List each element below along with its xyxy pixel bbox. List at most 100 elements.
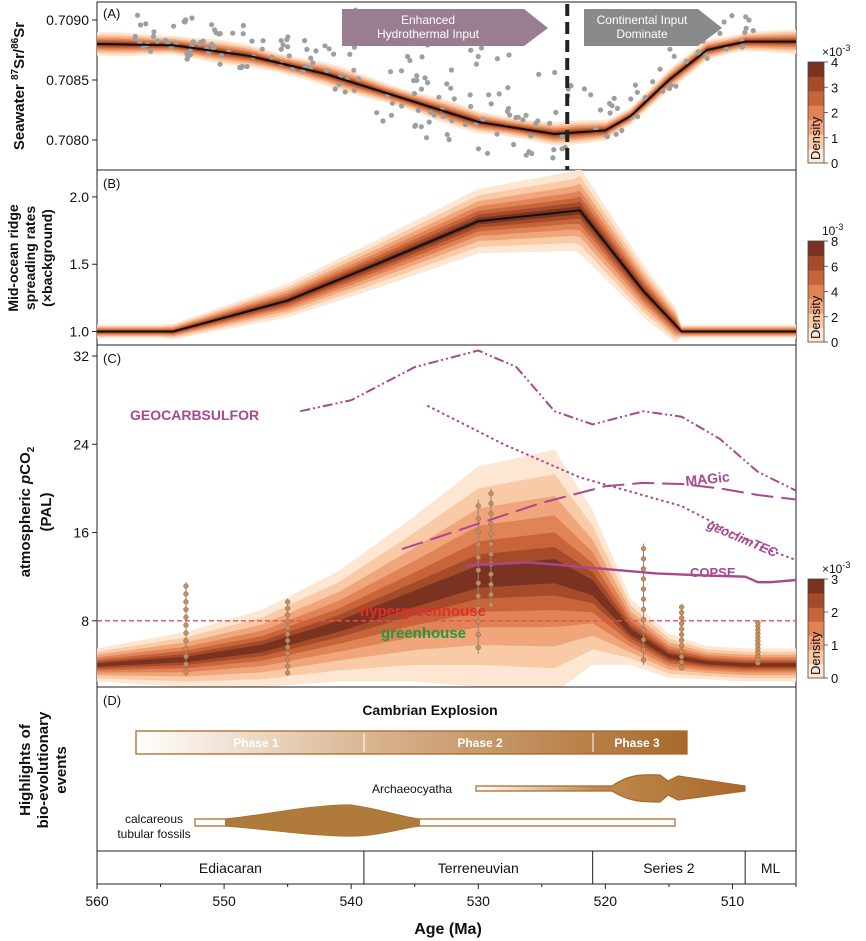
sr-isotope-point: [428, 109, 434, 115]
panel-a-y-tick-label: 0.7085: [46, 72, 89, 88]
proxy-point: [284, 650, 291, 657]
x-tick-label: 540: [340, 893, 364, 909]
stage-bar-frame: [96, 850, 797, 885]
proxy-point: [284, 657, 291, 663]
sr-isotope-point: [260, 38, 266, 44]
proxy-point: [640, 566, 647, 572]
panel-a-mean-curve: [97, 40, 796, 136]
sr-isotope-point: [141, 44, 147, 50]
colorbar-a-swatch: [808, 148, 824, 164]
archaeocyatha-range: [475, 774, 746, 803]
sr-isotope-point: [746, 17, 752, 23]
colorbar-a-exponent-sup: -3: [842, 43, 850, 53]
cambrian-explosion-title: Cambrian Explosion: [362, 702, 497, 718]
panel-b-tag: (B): [103, 176, 120, 191]
sr-isotope-point: [551, 147, 557, 153]
sr-isotope-point: [632, 82, 639, 88]
sr-isotope-point: [411, 91, 417, 97]
sr-isotope-point: [552, 69, 558, 76]
sr-isotope-point: [750, 28, 756, 34]
sr-isotope-point: [217, 61, 223, 67]
colorbar-b-tick-label: 6: [831, 259, 838, 274]
sr-isotope-point: [673, 83, 679, 89]
proxy-point: [488, 531, 494, 537]
proxy-point: [640, 657, 647, 663]
proxy-point: [678, 631, 685, 638]
proxy-point: [488, 490, 494, 497]
cont-label-line2: Dominate: [616, 27, 668, 41]
sr-isotope-point: [723, 46, 730, 52]
sr-isotope-point: [414, 73, 420, 79]
tubular-fossils-range: [225, 805, 420, 836]
sr-isotope-point: [473, 61, 479, 67]
sr-isotope-point: [440, 113, 446, 119]
colorbar-b-tick-label: 8: [831, 234, 838, 249]
cambrian-explosion-bar: [135, 730, 688, 755]
sr-isotope-point: [660, 88, 666, 94]
sr-isotope-point: [486, 92, 492, 98]
sr-isotope-point: [240, 31, 246, 37]
panel-b-ylabel-line2: spreading rates: [22, 206, 38, 310]
sr-isotope-point: [181, 19, 187, 25]
sr-isotope-point: [739, 44, 746, 50]
proxy-point: [284, 637, 291, 644]
sr-isotope-point: [347, 51, 353, 57]
model-curve-magic: [401, 481, 796, 551]
sr-isotope-point: [480, 116, 486, 122]
proxy-point: [284, 631, 291, 637]
x-tick-label: 550: [212, 893, 236, 909]
model-curve-geocarbsulfor: [300, 349, 796, 492]
colorbar-c-swatch: [808, 663, 824, 679]
sr-isotope-point: [423, 135, 430, 141]
sr-isotope-point: [411, 77, 417, 84]
sr-isotope-point: [431, 112, 437, 118]
sr-isotope-point: [657, 66, 663, 72]
sr-isotope-point: [278, 46, 284, 52]
colorbar-a-swatch: [808, 76, 824, 92]
sr-isotope-point: [259, 46, 265, 52]
sr-isotope-point: [405, 53, 411, 60]
colorbar-b: 0 2 4 6 810-3 Density: [807, 222, 843, 350]
sr-isotope-point: [336, 81, 342, 87]
sr-isotope-point: [448, 85, 454, 91]
sr-isotope-point: [424, 80, 431, 86]
hydrothermal-arrow: [342, 9, 548, 46]
sr-isotope-point: [374, 110, 380, 116]
sr-isotope-point: [351, 87, 357, 93]
sr-isotope-point: [132, 35, 138, 41]
proxy-point: [488, 591, 494, 598]
proxy-point: [183, 622, 189, 628]
sr-isotope-point: [342, 89, 348, 95]
proxy-point: [488, 511, 494, 517]
colorbar-a-swatch: [808, 134, 824, 150]
colorbar-b-swatch: [808, 313, 824, 329]
density-layer-4: [97, 190, 796, 336]
sr-isotope-point: [351, 67, 357, 73]
proxy-point: [183, 606, 189, 613]
sr-isotope-point: [535, 118, 541, 124]
colorbar-a-tick-label: 3: [831, 80, 838, 95]
colorbar-c-exponent: ×10-3: [822, 560, 850, 576]
panel-c-tag: (C): [103, 351, 121, 366]
sr-isotope-point: [436, 94, 442, 100]
sr-isotope-point: [478, 45, 485, 51]
sr-isotope-point: [148, 48, 154, 54]
x-axis-label: Age (Ma): [414, 921, 482, 938]
panel-b-density-band: [97, 170, 796, 343]
magic-label: MAGic: [685, 468, 731, 489]
panel-b-mean-curve: [97, 209, 796, 333]
proxy-point: [284, 618, 291, 624]
proxy-point: [475, 541, 481, 548]
colorbar-a-label: Density: [808, 116, 823, 160]
colorbar-c-swatch: [808, 579, 824, 594]
proxy-point: [284, 670, 291, 676]
stage-ediacaran: Ediacaran: [199, 860, 262, 876]
panel-b-y-tick-label: 2.0: [70, 189, 90, 205]
colorbar-b-swatch: [808, 327, 824, 343]
panel-a-y-tick-label: 0.7090: [46, 12, 89, 28]
panel-b: (B) 1.0 1.5 2.0 Mid-ocean ridge spreading …: [5, 169, 797, 346]
cont-label-line1: Continental Input: [597, 13, 688, 27]
sr-isotope-point: [304, 46, 310, 53]
colorbar-b-exponent: 10-3: [822, 222, 843, 238]
